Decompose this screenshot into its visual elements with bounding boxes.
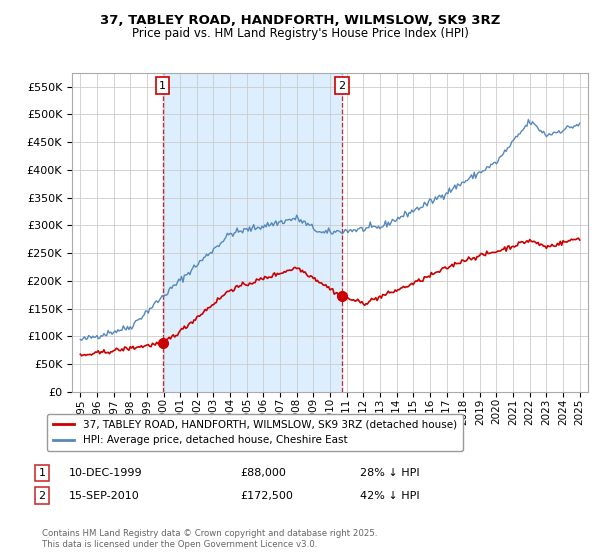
Legend: 37, TABLEY ROAD, HANDFORTH, WILMSLOW, SK9 3RZ (detached house), HPI: Average pri: 37, TABLEY ROAD, HANDFORTH, WILMSLOW, SK… <box>47 414 463 451</box>
Text: £88,000: £88,000 <box>240 468 286 478</box>
Text: 42% ↓ HPI: 42% ↓ HPI <box>360 491 419 501</box>
Text: 15-SEP-2010: 15-SEP-2010 <box>69 491 140 501</box>
Text: £172,500: £172,500 <box>240 491 293 501</box>
Bar <box>163 73 342 392</box>
Text: 37, TABLEY ROAD, HANDFORTH, WILMSLOW, SK9 3RZ: 37, TABLEY ROAD, HANDFORTH, WILMSLOW, SK… <box>100 14 500 27</box>
Text: 1: 1 <box>38 468 46 478</box>
Text: Price paid vs. HM Land Registry's House Price Index (HPI): Price paid vs. HM Land Registry's House … <box>131 27 469 40</box>
Text: Contains HM Land Registry data © Crown copyright and database right 2025.
This d: Contains HM Land Registry data © Crown c… <box>42 529 377 549</box>
Text: 1: 1 <box>159 81 166 91</box>
Text: 10-DEC-1999: 10-DEC-1999 <box>69 468 143 478</box>
Text: 2: 2 <box>38 491 46 501</box>
Text: 28% ↓ HPI: 28% ↓ HPI <box>360 468 419 478</box>
Text: 2: 2 <box>338 81 346 91</box>
